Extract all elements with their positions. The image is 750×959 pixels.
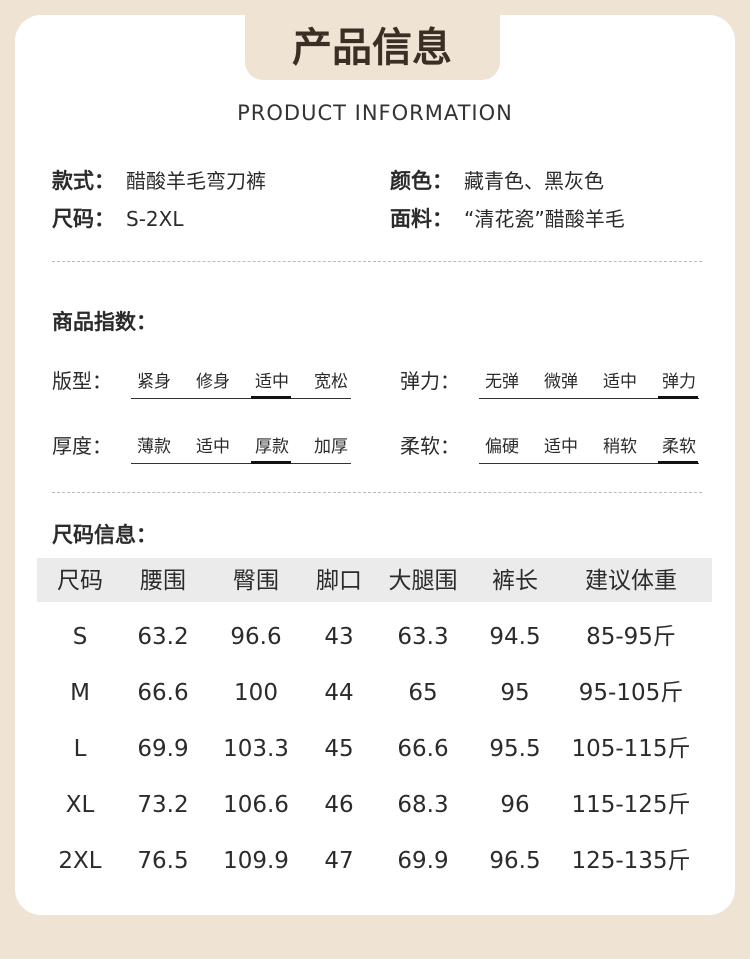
table-cell: 125-135斤 [571, 847, 691, 874]
index-selected [251, 461, 291, 464]
table-header-bg [37, 558, 712, 602]
index-option: 修身 [196, 371, 230, 392]
table-cell: 69.9 [397, 847, 449, 874]
table-cell: 95 [500, 679, 530, 706]
table-cell: 106.6 [223, 791, 289, 818]
table-cell: 47 [324, 847, 354, 874]
table-cell: 105-115斤 [571, 735, 691, 762]
table-cell: 63.3 [397, 623, 449, 650]
table-cell: 63.2 [137, 623, 189, 650]
index-line [131, 398, 351, 399]
table-cell: 43 [324, 623, 354, 650]
table-cell: 65 [408, 679, 438, 706]
index-line [131, 463, 351, 464]
table-cell: 44 [324, 679, 354, 706]
table-cell: 68.3 [397, 791, 449, 818]
index-option: 微弹 [544, 371, 578, 392]
table-cell: 45 [324, 735, 354, 762]
table-cell: M [70, 679, 90, 706]
info-value: 醋酸羊毛弯刀裤 [126, 169, 266, 193]
table-cell: XL [65, 791, 95, 818]
table-cell: 96.6 [230, 623, 282, 650]
index-option: 弹力 [662, 371, 696, 392]
table-cell: 95.5 [489, 735, 541, 762]
table-header: 腰围 [140, 567, 186, 594]
index-option: 紧身 [137, 371, 171, 392]
info-value: “清花瓷”醋酸羊毛 [464, 207, 625, 231]
table-cell: 95-105斤 [578, 679, 684, 706]
index-selected [251, 396, 291, 399]
index-label: 版型： [52, 369, 112, 393]
index-option: 厚款 [255, 436, 289, 457]
divider [52, 492, 702, 493]
divider [52, 261, 702, 262]
table-cell: 100 [234, 679, 278, 706]
table-cell: S [72, 623, 88, 650]
table-cell: 94.5 [489, 623, 541, 650]
table-header: 建议体重 [585, 567, 677, 594]
table-cell: 115-125斤 [571, 791, 691, 818]
table-cell: 96.5 [489, 847, 541, 874]
subtitle: PRODUCT INFORMATION [237, 100, 513, 125]
card [15, 15, 735, 915]
index-option: 稍软 [603, 436, 637, 457]
table-cell: 66.6 [397, 735, 449, 762]
table-cell: L [73, 735, 87, 762]
info-label: 款式： [52, 168, 115, 193]
index-option: 适中 [255, 371, 289, 392]
index-option: 宽松 [314, 371, 348, 392]
index-line [479, 463, 699, 464]
index-selected [658, 461, 698, 464]
index-option: 适中 [603, 371, 637, 392]
table-cell: 73.2 [137, 791, 189, 818]
index-option: 适中 [544, 436, 578, 457]
table-cell: 66.6 [137, 679, 189, 706]
table-cell: 103.3 [223, 735, 289, 762]
table-cell: 96 [500, 791, 530, 818]
table-header: 尺码 [57, 567, 103, 594]
table-header: 脚口 [316, 567, 362, 594]
info-label: 颜色： [390, 168, 453, 193]
table-header: 臀围 [233, 567, 279, 594]
index-option: 薄款 [137, 436, 171, 457]
index-option: 加厚 [314, 436, 348, 457]
info-value: 藏青色、黑灰色 [464, 169, 604, 193]
index-option: 适中 [196, 436, 230, 457]
table-cell: 69.9 [137, 735, 189, 762]
info-value: S-2XL [126, 207, 184, 231]
index-option: 偏硬 [485, 436, 519, 457]
index-option: 柔软 [662, 436, 696, 457]
index-label: 厚度： [52, 434, 112, 458]
title-tab [245, 0, 500, 80]
table-cell: 2XL [58, 847, 102, 874]
info-label: 面料： [390, 206, 453, 231]
info-label: 尺码： [52, 206, 115, 231]
table-cell: 76.5 [137, 847, 189, 874]
index-line [479, 398, 699, 399]
table-cell: 46 [324, 791, 354, 818]
index-selected [658, 396, 698, 399]
title: 产品信息 [292, 25, 452, 71]
index-option: 无弹 [485, 371, 519, 392]
section-title: 尺码信息： [52, 522, 157, 547]
table-header: 大腿围 [388, 567, 458, 594]
table-header: 裤长 [492, 567, 538, 594]
index-label: 弹力： [400, 369, 460, 393]
table-cell: 109.9 [223, 847, 289, 874]
table-cell: 85-95斤 [586, 623, 676, 650]
index-label: 柔软： [400, 434, 460, 458]
section-title: 商品指数： [52, 309, 157, 334]
